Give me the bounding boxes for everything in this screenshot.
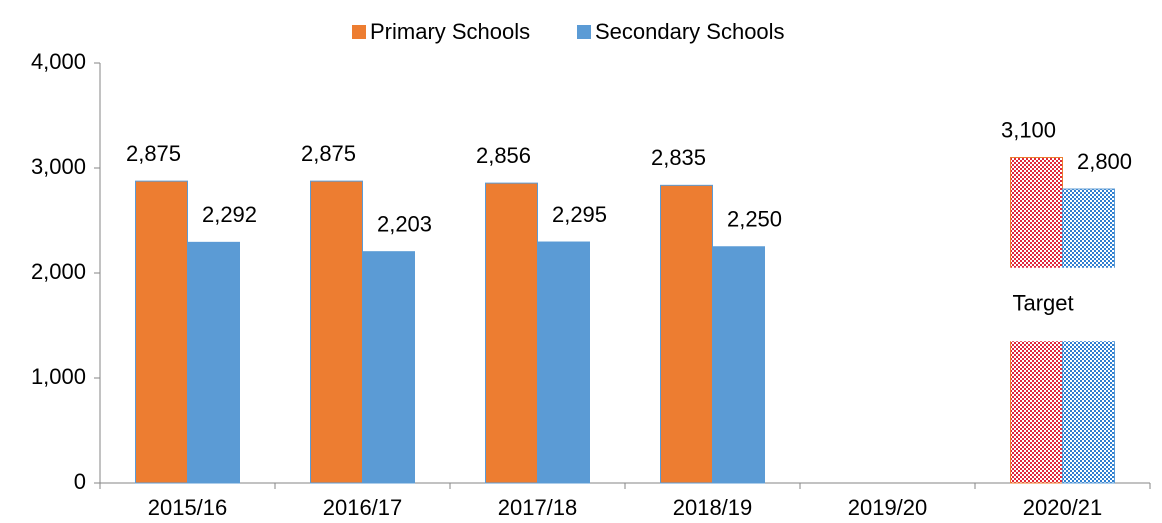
bar xyxy=(712,246,765,484)
x-tick-label: 2015/16 xyxy=(148,495,228,520)
x-tick-label: 2019/20 xyxy=(848,495,928,520)
legend-swatch xyxy=(577,25,591,39)
y-tick-label: 4,000 xyxy=(31,49,86,74)
y-tick-label: 2,000 xyxy=(31,259,86,284)
value-label: 3,100 xyxy=(1001,117,1056,142)
legend-swatch xyxy=(352,25,366,39)
annotation-band xyxy=(1008,267,1117,342)
value-label: 2,203 xyxy=(377,211,432,236)
bar xyxy=(485,182,538,484)
legend-label: Secondary Schools xyxy=(595,19,785,44)
value-label: 2,292 xyxy=(202,202,257,227)
value-label: 2,800 xyxy=(1077,149,1132,174)
value-label: 2,250 xyxy=(727,207,782,232)
y-tick-label: 3,000 xyxy=(31,154,86,179)
value-label: 2,856 xyxy=(476,143,531,168)
value-label: 2,295 xyxy=(552,202,607,227)
bar xyxy=(660,184,713,484)
x-tick-label: 2018/19 xyxy=(673,495,753,520)
value-label: 2,875 xyxy=(301,141,356,166)
value-label: 2,835 xyxy=(651,145,706,170)
bar xyxy=(362,251,415,484)
x-tick-label: 2016/17 xyxy=(323,495,403,520)
x-tick-label: 2020/21 xyxy=(1023,495,1103,520)
value-label: 2,875 xyxy=(126,141,181,166)
bar xyxy=(537,241,590,484)
annotation: Target xyxy=(1013,290,1074,315)
bar xyxy=(187,241,240,484)
bar xyxy=(135,180,188,484)
legend-label: Primary Schools xyxy=(370,19,530,44)
bar xyxy=(310,180,363,484)
y-tick-label: 0 xyxy=(74,469,86,494)
y-tick-label: 1,000 xyxy=(31,364,86,389)
x-tick-label: 2017/18 xyxy=(498,495,578,520)
